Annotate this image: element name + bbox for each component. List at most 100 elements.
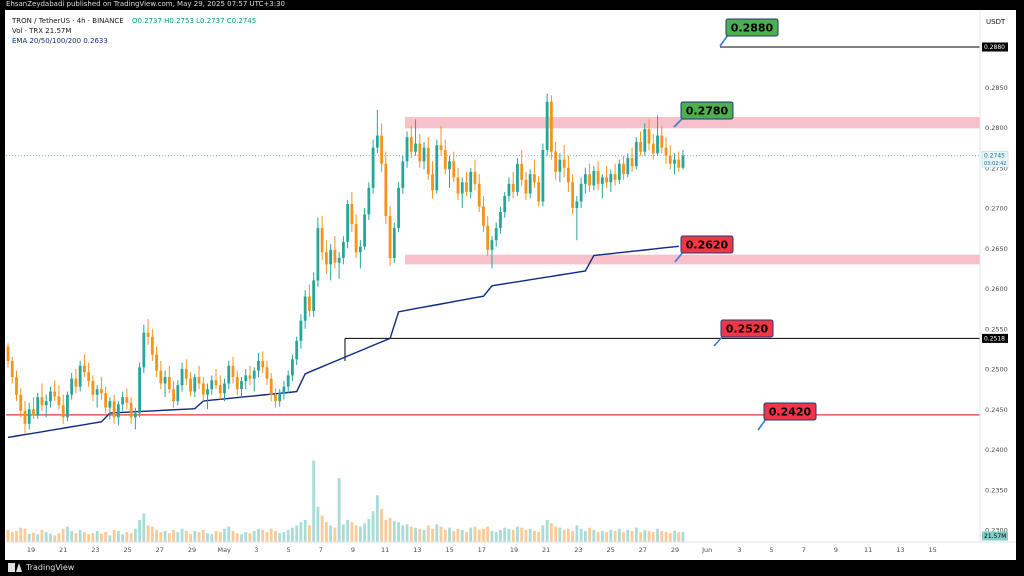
currency-label[interactable]: USDT xyxy=(986,18,1006,26)
callout-0.2620-box[interactable] xyxy=(680,235,734,254)
candle[interactable] xyxy=(431,161,434,199)
candle[interactable] xyxy=(375,109,379,154)
candle[interactable] xyxy=(308,284,311,317)
candle[interactable] xyxy=(350,191,354,233)
candle[interactable] xyxy=(244,369,248,390)
candle[interactable] xyxy=(257,352,260,378)
candle[interactable] xyxy=(49,386,52,408)
resistance-zone[interactable] xyxy=(405,117,980,129)
candle[interactable] xyxy=(541,143,545,207)
candle[interactable] xyxy=(401,155,405,194)
candle[interactable] xyxy=(291,354,294,382)
candle[interactable] xyxy=(15,370,18,402)
candle[interactable] xyxy=(388,206,392,266)
candle[interactable] xyxy=(282,381,286,400)
candle[interactable] xyxy=(99,377,103,400)
candle[interactable] xyxy=(163,370,167,398)
candle[interactable] xyxy=(112,394,116,424)
candle[interactable] xyxy=(486,216,490,257)
candle[interactable] xyxy=(138,362,142,418)
candle[interactable] xyxy=(108,397,112,419)
candle[interactable] xyxy=(341,236,345,265)
candle[interactable] xyxy=(499,206,502,234)
candle[interactable] xyxy=(634,137,638,170)
candle[interactable] xyxy=(363,208,367,250)
candle[interactable] xyxy=(116,401,120,426)
candle[interactable] xyxy=(129,397,133,424)
candle[interactable] xyxy=(673,153,676,175)
candle[interactable] xyxy=(460,177,464,208)
candle[interactable] xyxy=(367,182,371,221)
candle[interactable] xyxy=(592,166,596,191)
candle[interactable] xyxy=(422,141,426,170)
candle[interactable] xyxy=(549,95,553,160)
candle[interactable] xyxy=(490,236,494,269)
candle[interactable] xyxy=(155,346,158,378)
candle[interactable] xyxy=(507,177,511,202)
candle[interactable] xyxy=(439,125,443,156)
candle[interactable] xyxy=(95,385,99,408)
candle[interactable] xyxy=(600,174,604,199)
candle[interactable] xyxy=(469,167,473,199)
candle[interactable] xyxy=(494,222,498,247)
candle[interactable] xyxy=(677,151,681,172)
candle[interactable] xyxy=(613,163,617,186)
candle[interactable] xyxy=(176,380,180,406)
candle[interactable] xyxy=(278,389,282,407)
candle[interactable] xyxy=(206,383,209,410)
candle[interactable] xyxy=(414,119,417,156)
candle[interactable] xyxy=(554,141,558,180)
candle[interactable] xyxy=(104,386,108,414)
callout-0.2780-box[interactable] xyxy=(680,101,734,120)
candle[interactable] xyxy=(418,133,422,168)
candle[interactable] xyxy=(23,401,27,434)
ema-200-line[interactable] xyxy=(7,245,679,439)
candle[interactable] xyxy=(142,324,146,374)
candle[interactable] xyxy=(571,174,575,215)
candle[interactable] xyxy=(150,328,154,361)
volume-legend[interactable]: Vol · TRX 21.57M xyxy=(12,27,72,35)
candle[interactable] xyxy=(201,377,205,402)
candle[interactable] xyxy=(91,375,95,402)
candle[interactable] xyxy=(405,131,409,168)
candle[interactable] xyxy=(324,240,328,275)
candle[interactable] xyxy=(218,375,222,400)
candle[interactable] xyxy=(27,402,31,430)
candle[interactable] xyxy=(482,195,485,233)
candle[interactable] xyxy=(605,166,608,188)
candle[interactable] xyxy=(210,375,214,395)
candle[interactable] xyxy=(380,123,383,172)
candle[interactable] xyxy=(74,369,78,394)
candle[interactable] xyxy=(303,290,307,329)
candle[interactable] xyxy=(223,378,226,402)
candle[interactable] xyxy=(392,222,396,263)
candle[interactable] xyxy=(452,151,456,183)
candle[interactable] xyxy=(269,373,273,402)
candle[interactable] xyxy=(435,139,439,194)
candle[interactable] xyxy=(180,362,184,392)
candle[interactable] xyxy=(579,177,583,208)
candle[interactable] xyxy=(184,359,188,386)
candle[interactable] xyxy=(660,125,664,154)
callout-0.2420-box[interactable] xyxy=(763,402,817,421)
candle[interactable] xyxy=(53,380,57,402)
candle[interactable] xyxy=(668,145,672,170)
price-badge[interactable]: 21.57M xyxy=(982,531,1008,541)
candle[interactable] xyxy=(146,319,150,345)
candle[interactable] xyxy=(189,372,192,397)
candle[interactable] xyxy=(354,214,358,258)
candle[interactable] xyxy=(214,369,218,390)
callout-0.2520-box[interactable] xyxy=(720,319,774,338)
price-badge[interactable]: 0.2880 xyxy=(982,42,1008,52)
candle[interactable] xyxy=(167,365,171,394)
candle[interactable] xyxy=(558,153,562,183)
candle[interactable] xyxy=(66,391,69,422)
candle[interactable] xyxy=(6,343,10,368)
candle[interactable] xyxy=(125,388,129,410)
candle[interactable] xyxy=(647,119,651,151)
candle[interactable] xyxy=(651,133,655,160)
candle[interactable] xyxy=(448,155,451,188)
candle[interactable] xyxy=(19,388,23,418)
candle[interactable] xyxy=(172,381,175,408)
